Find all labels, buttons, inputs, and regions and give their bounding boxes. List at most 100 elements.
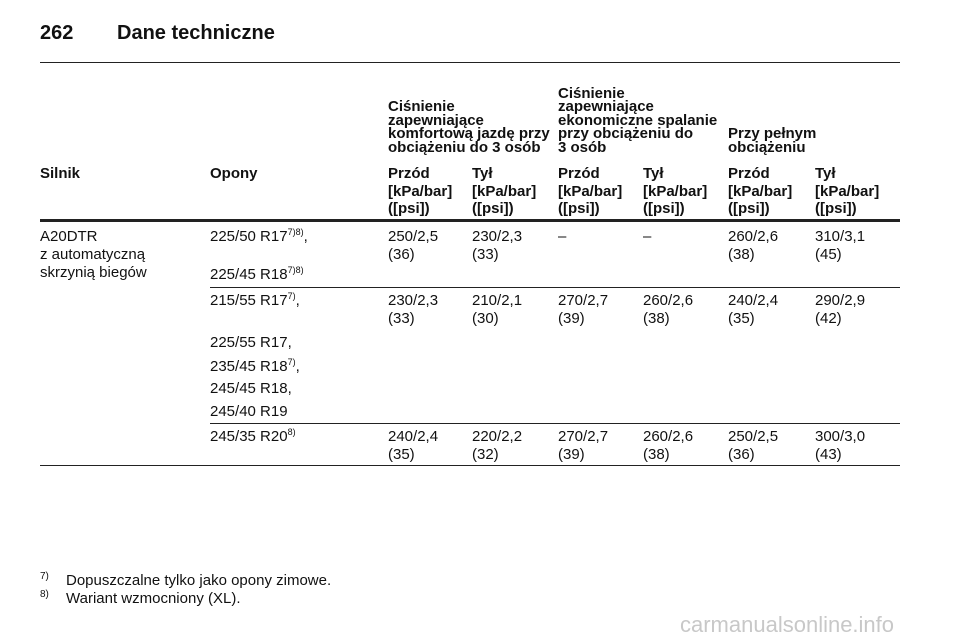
tire-size: 235/45 R18 xyxy=(210,358,288,375)
column-header: Tył xyxy=(472,165,493,182)
pressure-value: 230/2,3 xyxy=(388,292,439,309)
tire: 225/50 R177)8), xyxy=(210,227,308,246)
footnote-mark: 7) xyxy=(40,571,49,582)
unit-header: [kPa/bar] xyxy=(815,183,880,200)
unit-header: ([psi]) xyxy=(472,200,514,217)
tire-size: 225/45 R18 xyxy=(210,266,288,283)
pressure-value: (38) xyxy=(643,310,670,327)
column-header: Tył xyxy=(643,165,664,182)
tire-size: 245/45 R18, xyxy=(210,380,292,397)
pressure-value: 270/2,7 xyxy=(558,428,609,445)
pressure-value: (42) xyxy=(815,310,842,327)
footnote-mark: 8) xyxy=(40,589,49,600)
group-header: ekonomiczne spalanie xyxy=(558,111,718,129)
pressure-value: (32) xyxy=(472,446,499,463)
separator: , xyxy=(295,358,300,375)
pressure-value: 240/2,4 xyxy=(388,428,439,445)
rule xyxy=(210,287,900,288)
rule xyxy=(210,423,900,424)
pressure-value: 250/2,5 xyxy=(388,228,439,245)
tire: 225/45 R187)8) xyxy=(210,265,304,284)
separator: , xyxy=(303,228,308,245)
page-title: Dane techniczne xyxy=(117,22,275,44)
pressure-value: 310/3,1 xyxy=(815,228,866,245)
group-header: komfortową jazdę przy xyxy=(388,125,550,142)
group-header: zapewniające xyxy=(388,111,484,129)
group-header: obciążeniu xyxy=(728,138,806,156)
tire-size: 215/55 R17 xyxy=(210,292,288,309)
tire: 235/45 R187), xyxy=(210,357,300,376)
pressure-value: – xyxy=(558,228,567,245)
pressure-value: 230/2,3 xyxy=(472,228,523,245)
unit-header: ([psi]) xyxy=(558,200,600,217)
engine: skrzynią biegów xyxy=(40,264,147,281)
tire-size: 225/55 R17, xyxy=(210,334,292,351)
pressure-value: – xyxy=(643,228,652,245)
pressure-value: (39) xyxy=(558,310,585,327)
pressure-value: 260/2,6 xyxy=(643,428,694,445)
pressure-value: (38) xyxy=(643,446,670,463)
group-header: zapewniające xyxy=(558,98,654,115)
column-header: Opony xyxy=(210,165,258,182)
tire: 215/55 R177), xyxy=(210,291,300,310)
pressure-value: 260/2,6 xyxy=(643,292,694,309)
footnote-ref: 7) xyxy=(287,357,296,367)
page-number: 262 xyxy=(40,22,74,44)
rule xyxy=(40,62,900,63)
footnote-text: Dopuszczalne tylko jako opony zimowe. xyxy=(66,572,332,589)
footnote-ref: 7)8) xyxy=(287,227,304,237)
unit-header: [kPa/bar] xyxy=(558,183,623,200)
unit-header: [kPa/bar] xyxy=(643,183,708,200)
tire: 245/35 R208) xyxy=(210,428,296,446)
pressure-value: 210/2,1 xyxy=(472,292,523,309)
tire-size: 245/35 R20 xyxy=(210,428,288,445)
column-header: Silnik xyxy=(40,165,81,182)
unit-header: ([psi]) xyxy=(728,200,770,217)
pressure-value: 260/2,6 xyxy=(728,228,779,245)
tire: 245/40 R19 xyxy=(210,403,288,420)
pressure-value: 220/2,2 xyxy=(472,428,523,445)
rule xyxy=(40,465,900,466)
engine: A20DTR xyxy=(40,228,98,245)
pressure-value: (33) xyxy=(472,246,499,263)
tire: 225/55 R17, xyxy=(210,334,292,351)
unit-header: ([psi]) xyxy=(643,200,685,217)
pressure-value: 240/2,4 xyxy=(728,292,779,309)
column-header: Przód xyxy=(558,165,600,182)
separator: , xyxy=(295,292,300,309)
footnote-ref: 7) xyxy=(287,291,296,301)
pressure-value: (35) xyxy=(728,310,755,327)
watermark: carmanualsonline.info xyxy=(680,612,895,637)
group-header: Przy pełnym xyxy=(728,125,817,142)
group-header: przy obciążeniu do xyxy=(558,125,694,142)
unit-header: ([psi]) xyxy=(388,200,430,217)
column-header: Tył xyxy=(815,165,836,182)
rule xyxy=(40,219,900,222)
pressure-value: (36) xyxy=(728,446,755,463)
unit-header: [kPa/bar] xyxy=(388,183,453,200)
pressure-value: (43) xyxy=(815,446,842,463)
footnote-ref: 7)8) xyxy=(287,265,304,275)
column-header: Przód xyxy=(388,165,430,182)
engine: z automatyczną xyxy=(40,246,146,263)
footnote-text: Wariant wzmocniony (XL). xyxy=(66,590,241,607)
pressure-value: (33) xyxy=(388,310,415,327)
group-header: 3 osób xyxy=(558,138,607,156)
pressure-value: 300/3,0 xyxy=(815,428,866,445)
tire-size: 225/50 R17 xyxy=(210,228,288,245)
pressure-value: (35) xyxy=(388,446,415,463)
pressure-value: (38) xyxy=(728,246,755,263)
tire: 245/45 R18, xyxy=(210,380,292,397)
group-header: obciążeniu do 3 osób xyxy=(388,138,541,156)
pressure-value: 250/2,5 xyxy=(728,428,779,445)
unit-header: [kPa/bar] xyxy=(728,183,793,200)
column-header: Przód xyxy=(728,165,770,182)
pressure-value: 290/2,9 xyxy=(815,292,866,309)
group-header: Ciśnienie xyxy=(388,98,455,115)
pressure-value: (36) xyxy=(388,246,415,263)
pressure-value: (30) xyxy=(472,310,499,327)
pressure-value: 270/2,7 xyxy=(558,292,609,309)
pressure-value: (39) xyxy=(558,446,585,463)
pressure-value: (45) xyxy=(815,246,842,263)
